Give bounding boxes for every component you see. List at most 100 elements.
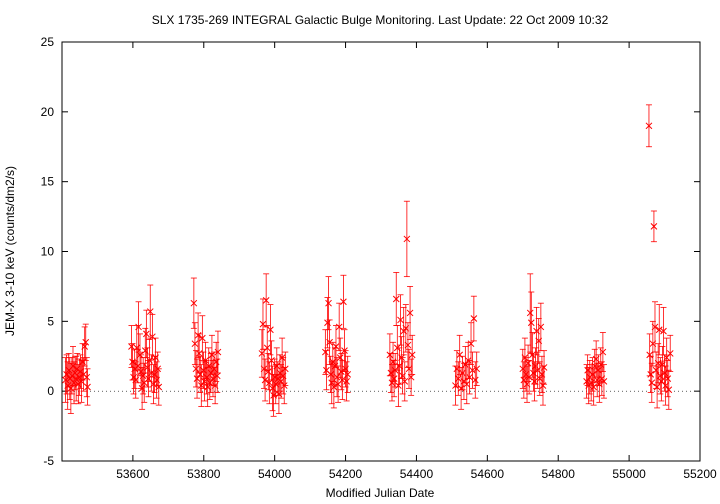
point-marker-b bbox=[466, 373, 473, 381]
point-marker-b bbox=[463, 380, 471, 388]
data-point bbox=[386, 333, 394, 377]
data-point bbox=[139, 357, 147, 395]
data-point bbox=[146, 284, 154, 339]
data-point bbox=[595, 365, 603, 403]
point-marker-b bbox=[401, 378, 409, 385]
data-point bbox=[453, 350, 461, 388]
x-tick-label: 55000 bbox=[612, 467, 646, 481]
point-marker-b bbox=[658, 378, 665, 385]
point-marker-b bbox=[459, 369, 466, 377]
point-marker-b bbox=[600, 378, 608, 385]
data-point bbox=[199, 315, 206, 361]
point-marker-b bbox=[473, 365, 481, 373]
point-marker-b bbox=[666, 350, 674, 357]
point-marker-b bbox=[595, 380, 603, 388]
data-point bbox=[335, 302, 343, 352]
point-marker-b bbox=[344, 371, 352, 378]
point-marker-b bbox=[260, 365, 268, 373]
point-marker-b bbox=[333, 373, 341, 381]
data-point bbox=[145, 360, 152, 398]
data-point bbox=[143, 309, 150, 359]
data-points bbox=[62, 104, 674, 417]
point-marker-b bbox=[273, 362, 281, 370]
data-point bbox=[473, 351, 481, 386]
point-marker-b bbox=[214, 348, 222, 356]
y-tick-label: 15 bbox=[41, 175, 55, 189]
point-marker-b bbox=[655, 326, 663, 334]
point-marker-b bbox=[265, 379, 273, 387]
point-marker-b bbox=[195, 350, 203, 357]
point-marker-b bbox=[192, 365, 200, 373]
point-marker-b bbox=[537, 323, 545, 331]
data-point bbox=[655, 304, 663, 356]
data-point bbox=[214, 330, 222, 374]
point-marker-b bbox=[146, 308, 154, 315]
data-point bbox=[645, 104, 653, 148]
data-point bbox=[344, 355, 352, 393]
point-marker-b bbox=[190, 299, 198, 307]
point-marker-b bbox=[524, 359, 532, 367]
point-marker-b bbox=[261, 376, 269, 384]
data-point bbox=[537, 302, 545, 352]
point-marker-b bbox=[646, 351, 654, 359]
data-point bbox=[150, 364, 157, 405]
point-marker-b bbox=[128, 343, 135, 350]
data-point bbox=[326, 319, 333, 366]
data-point bbox=[262, 273, 270, 328]
data-point bbox=[647, 355, 655, 393]
point-marker-b bbox=[213, 372, 221, 380]
point-marker-b bbox=[407, 373, 415, 381]
data-point bbox=[325, 276, 332, 331]
point-marker-b bbox=[194, 331, 202, 339]
point-marker-b bbox=[340, 298, 347, 306]
data-point bbox=[401, 361, 409, 402]
point-marker-b bbox=[403, 235, 411, 243]
point-marker-b bbox=[155, 383, 163, 391]
point-marker-b bbox=[81, 343, 89, 350]
point-marker-b bbox=[386, 351, 394, 359]
point-marker-b bbox=[206, 379, 214, 387]
x-tick-label: 54800 bbox=[542, 467, 576, 481]
point-marker-b bbox=[281, 365, 289, 373]
data-point bbox=[390, 360, 398, 398]
point-marker-b bbox=[135, 323, 142, 331]
point-marker-b bbox=[645, 122, 653, 130]
point-marker-b bbox=[590, 383, 598, 391]
x-axis-label: Modified Julian Date bbox=[326, 486, 435, 500]
point-marker-b bbox=[390, 375, 398, 382]
point-marker-b bbox=[527, 319, 535, 327]
y-axis-ticks: -5 0 5 10 15 20 25 bbox=[41, 35, 700, 468]
data-point bbox=[660, 306, 667, 356]
point-marker-b bbox=[457, 385, 465, 392]
point-marker-b bbox=[264, 368, 272, 375]
point-marker-b bbox=[452, 382, 459, 389]
data-point bbox=[459, 355, 466, 391]
point-marker-b bbox=[149, 333, 156, 341]
data-point bbox=[587, 364, 595, 402]
x-tick-label: 54400 bbox=[400, 467, 434, 481]
point-marker-b bbox=[259, 320, 267, 328]
point-marker-b bbox=[193, 375, 201, 382]
point-marker-b bbox=[330, 383, 338, 391]
data-point bbox=[190, 277, 198, 329]
data-point bbox=[259, 298, 267, 350]
point-marker-b bbox=[648, 379, 656, 387]
point-marker-b bbox=[456, 351, 464, 359]
chart-title: SLX 1735-269 INTEGRAL Galactic Bulge Mon… bbox=[152, 13, 609, 27]
data-point bbox=[592, 340, 600, 378]
point-marker-b bbox=[540, 364, 548, 371]
point-marker-b bbox=[647, 371, 655, 378]
data-point bbox=[213, 358, 221, 393]
data-point bbox=[155, 368, 163, 406]
point-marker-b bbox=[650, 223, 658, 230]
data-point bbox=[599, 332, 607, 373]
data-point bbox=[600, 364, 608, 399]
point-marker-b bbox=[84, 383, 91, 391]
data-point bbox=[333, 357, 341, 398]
data-point bbox=[527, 291, 535, 354]
data-point bbox=[281, 351, 289, 386]
point-marker-b bbox=[395, 382, 402, 389]
data-point bbox=[135, 301, 142, 353]
data-point bbox=[454, 361, 462, 396]
